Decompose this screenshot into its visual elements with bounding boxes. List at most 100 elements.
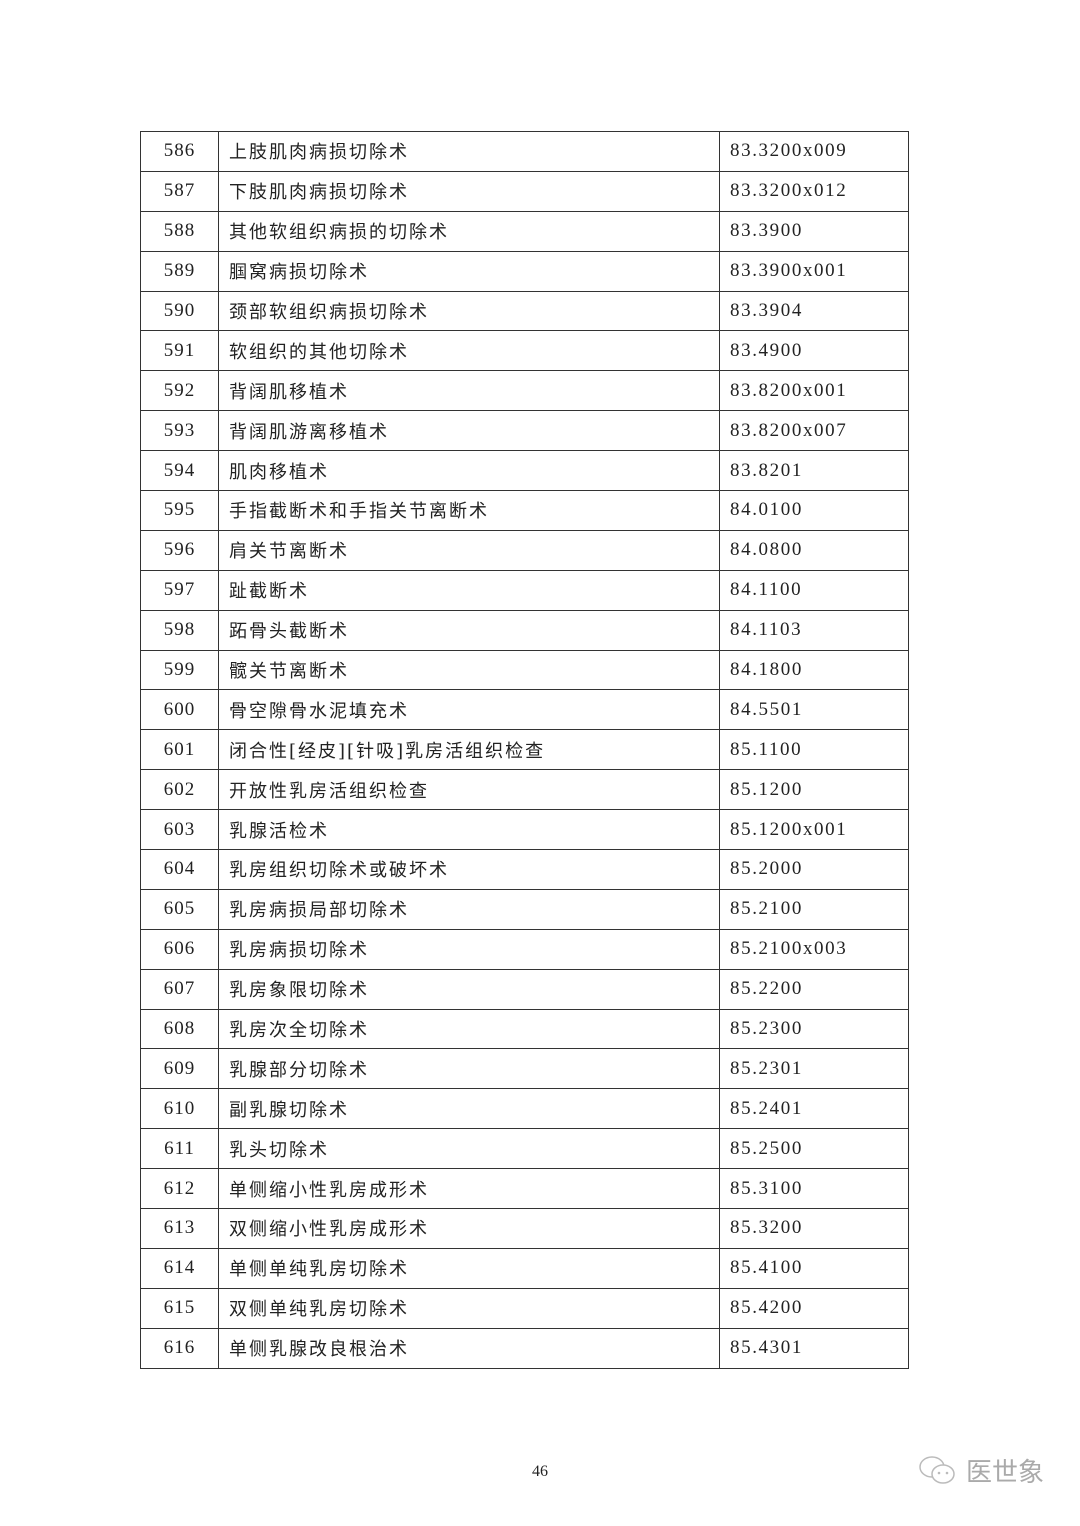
procedure-code: 83.8200x001 bbox=[719, 370, 909, 412]
table-row: 592 背阔肌移植术 83.8200x001 bbox=[140, 370, 909, 412]
row-number: 587 bbox=[140, 170, 219, 212]
procedure-name: 乳房象限切除术 bbox=[218, 968, 720, 1010]
procedure-code: 85.2200 bbox=[719, 968, 909, 1010]
row-number: 614 bbox=[140, 1247, 219, 1289]
procedure-code: 83.3200x012 bbox=[719, 170, 909, 212]
procedure-code: 83.3904 bbox=[719, 290, 909, 332]
procedure-code: 85.4301 bbox=[719, 1327, 909, 1369]
procedure-code: 85.2301 bbox=[719, 1048, 909, 1090]
table-row: 609 乳腺部分切除术 85.2301 bbox=[140, 1048, 909, 1090]
row-number: 596 bbox=[140, 529, 219, 571]
row-number: 593 bbox=[140, 410, 219, 452]
table-row: 594 肌肉移植术 83.8201 bbox=[140, 450, 909, 492]
procedure-code: 84.1103 bbox=[719, 609, 909, 651]
procedure-code: 83.8201 bbox=[719, 450, 909, 492]
table-row: 606 乳房病损切除术 85.2100x003 bbox=[140, 928, 909, 970]
table-row: 614 单侧单纯乳房切除术 85.4100 bbox=[140, 1247, 909, 1289]
procedure-name: 软组织的其他切除术 bbox=[218, 330, 720, 372]
table-row: 604 乳房组织切除术或破坏术 85.2000 bbox=[140, 849, 909, 890]
row-number: 602 bbox=[140, 769, 219, 811]
row-number: 604 bbox=[140, 849, 219, 890]
procedure-name: 上肢肌肉病损切除术 bbox=[218, 131, 720, 172]
procedure-name: 开放性乳房活组织检查 bbox=[218, 769, 720, 811]
row-number: 595 bbox=[140, 490, 219, 531]
procedure-code: 85.2300 bbox=[719, 1008, 909, 1050]
procedure-name: 肩关节离断术 bbox=[218, 529, 720, 571]
table-row: 586 上肢肌肉病损切除术 83.3200x009 bbox=[140, 131, 909, 172]
page-number: 46 bbox=[532, 1463, 548, 1480]
procedure-name: 乳头切除术 bbox=[218, 1128, 720, 1170]
table-row: 607 乳房象限切除术 85.2200 bbox=[140, 968, 909, 1010]
procedure-code: 85.2401 bbox=[719, 1088, 909, 1130]
table-row: 591 软组织的其他切除术 83.4900 bbox=[140, 330, 909, 372]
procedure-code: 85.1100 bbox=[719, 729, 909, 771]
table-row: 597 趾截断术 84.1100 bbox=[140, 569, 909, 611]
procedure-code: 83.3900 bbox=[719, 210, 909, 252]
procedure-name: 乳房病损局部切除术 bbox=[218, 888, 720, 930]
row-number: 615 bbox=[140, 1287, 219, 1329]
procedure-name: 单侧缩小性乳房成形术 bbox=[218, 1168, 720, 1210]
row-number: 591 bbox=[140, 330, 219, 372]
table-row: 610 副乳腺切除术 85.2401 bbox=[140, 1088, 909, 1130]
row-number: 600 bbox=[140, 689, 219, 731]
procedure-name: 背阔肌移植术 bbox=[218, 370, 720, 412]
row-number: 611 bbox=[140, 1128, 219, 1170]
procedure-name: 双侧缩小性乳房成形术 bbox=[218, 1208, 720, 1249]
procedure-code: 85.4100 bbox=[719, 1247, 909, 1289]
procedure-name: 乳腺部分切除术 bbox=[218, 1048, 720, 1090]
table-row: 601 闭合性[经皮][针吸]乳房活组织检查 85.1100 bbox=[140, 729, 909, 771]
procedure-code: 85.3200 bbox=[719, 1208, 909, 1249]
row-number: 608 bbox=[140, 1008, 219, 1050]
procedure-code: 85.2000 bbox=[719, 849, 909, 890]
row-number: 599 bbox=[140, 649, 219, 691]
procedure-name: 副乳腺切除术 bbox=[218, 1088, 720, 1130]
procedure-table: 586 上肢肌肉病损切除术 83.3200x009 587 下肢肌肉病损切除术 83.32… bbox=[140, 131, 909, 1369]
procedure-name: 双侧单纯乳房切除术 bbox=[218, 1287, 720, 1329]
procedure-name: 下肢肌肉病损切除术 bbox=[218, 170, 720, 212]
table-row: 603 乳腺活检术 85.1200x001 bbox=[140, 809, 909, 851]
procedure-name: 手指截断术和手指关节离断术 bbox=[218, 490, 720, 531]
procedure-code: 84.5501 bbox=[719, 689, 909, 731]
procedure-name: 趾截断术 bbox=[218, 569, 720, 611]
procedure-code: 84.0100 bbox=[719, 490, 909, 531]
table-row: 608 乳房次全切除术 85.2300 bbox=[140, 1008, 909, 1050]
row-number: 588 bbox=[140, 210, 219, 252]
table-row: 593 背阔肌游离移植术 83.8200x007 bbox=[140, 410, 909, 452]
watermark: 医世象 bbox=[918, 1452, 1044, 1489]
procedure-code: 85.2100x003 bbox=[719, 928, 909, 970]
row-number: 609 bbox=[140, 1048, 219, 1090]
procedure-code: 85.4200 bbox=[719, 1287, 909, 1329]
table-row: 615 双侧单纯乳房切除术 85.4200 bbox=[140, 1287, 909, 1329]
procedure-code: 85.3100 bbox=[719, 1168, 909, 1210]
procedure-code: 83.8200x007 bbox=[719, 410, 909, 452]
table-row: 611 乳头切除术 85.2500 bbox=[140, 1128, 909, 1170]
procedure-code: 84.1100 bbox=[719, 569, 909, 611]
row-number: 616 bbox=[140, 1327, 219, 1369]
row-number: 612 bbox=[140, 1168, 219, 1210]
row-number: 590 bbox=[140, 290, 219, 332]
procedure-name: 乳房病损切除术 bbox=[218, 928, 720, 970]
row-number: 597 bbox=[140, 569, 219, 611]
table-row: 598 跖骨头截断术 84.1103 bbox=[140, 609, 909, 651]
procedure-code: 85.2100 bbox=[719, 888, 909, 930]
procedure-code: 83.4900 bbox=[719, 330, 909, 372]
wechat-icon bbox=[919, 1455, 955, 1484]
table-row: 612 单侧缩小性乳房成形术 85.3100 bbox=[140, 1168, 909, 1210]
table-row: 590 颈部软组织病损切除术 83.3904 bbox=[140, 290, 909, 332]
row-number: 589 bbox=[140, 250, 219, 292]
procedure-code: 85.2500 bbox=[719, 1128, 909, 1170]
row-number: 592 bbox=[140, 370, 219, 412]
procedure-code: 84.1800 bbox=[719, 649, 909, 691]
procedure-code: 85.1200 bbox=[719, 769, 909, 811]
row-number: 601 bbox=[140, 729, 219, 771]
procedure-name: 腘窝病损切除术 bbox=[218, 250, 720, 292]
table-row: 613 双侧缩小性乳房成形术 85.3200 bbox=[140, 1208, 909, 1249]
procedure-name: 背阔肌游离移植术 bbox=[218, 410, 720, 452]
table-row: 599 髋关节离断术 84.1800 bbox=[140, 649, 909, 691]
procedure-name: 乳房组织切除术或破坏术 bbox=[218, 849, 720, 890]
table-row: 588 其他软组织病损的切除术 83.3900 bbox=[140, 210, 909, 252]
row-number: 607 bbox=[140, 968, 219, 1010]
procedure-name: 骨空隙骨水泥填充术 bbox=[218, 689, 720, 731]
row-number: 603 bbox=[140, 809, 219, 851]
row-number: 610 bbox=[140, 1088, 219, 1130]
